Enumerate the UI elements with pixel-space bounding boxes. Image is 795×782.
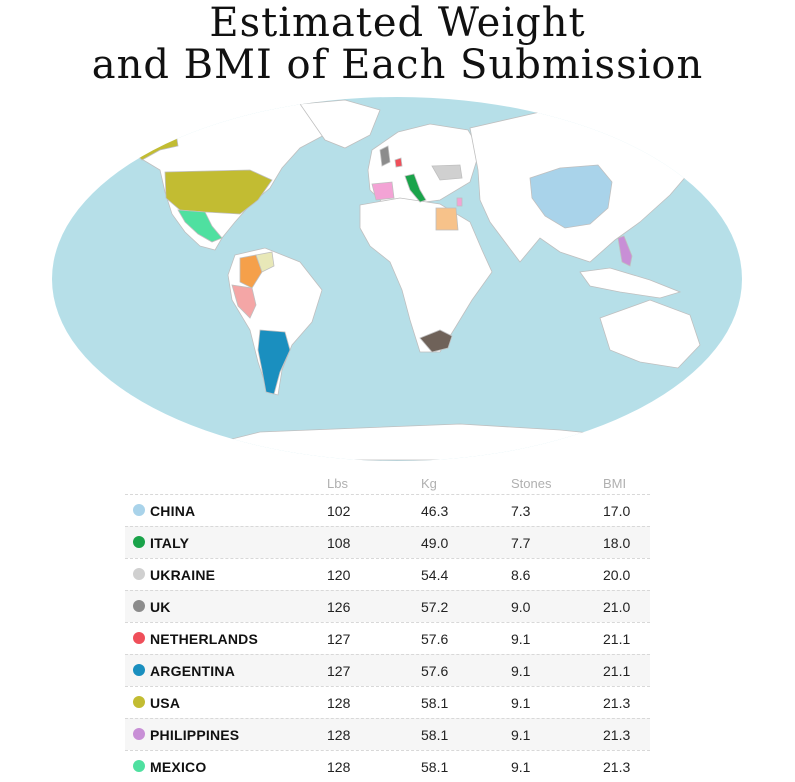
europe-landmass (367, 123, 481, 206)
lbs-value: 128 (327, 695, 351, 711)
israel-region (456, 197, 463, 207)
country-name: PHILIPPINES (150, 727, 240, 743)
header-kg: Kg (421, 476, 437, 491)
mexico-region (177, 209, 223, 243)
table-row: CHINA 102 46.3 7.3 17.0 (125, 494, 650, 526)
table-row: PHILIPPINES 128 58.1 9.1 21.3 (125, 718, 650, 750)
kg-value: 54.4 (421, 567, 449, 583)
lbs-value: 126 (327, 599, 351, 615)
bmi-value: 21.3 (603, 695, 631, 711)
philippines-region (617, 235, 633, 267)
results-table: Lbs Kg Stones BMI CHINA 102 46.3 7.3 17.0 ITA… (125, 470, 650, 782)
table-row: MEXICO 128 58.1 9.1 21.3 (125, 750, 650, 782)
table-row: ITALY 108 49.0 7.7 18.0 (125, 526, 650, 558)
stones-value: 8.6 (511, 567, 531, 583)
country-name: NETHERLANDS (150, 631, 258, 647)
bmi-value: 21.1 (603, 663, 631, 679)
country-name: ITALY (150, 535, 190, 551)
lbs-value: 128 (327, 727, 351, 743)
kg-value: 58.1 (421, 695, 449, 711)
argentina-region (257, 329, 291, 395)
ukraine-region (431, 164, 463, 181)
table-row: USA 128 58.1 9.1 21.3 (125, 686, 650, 718)
peru-region (231, 284, 257, 319)
lbs-value: 127 (327, 663, 351, 679)
table-row: ARGENTINA 127 57.6 9.1 21.1 (125, 654, 650, 686)
greenland-landmass (299, 99, 381, 149)
kg-value: 49.0 (421, 535, 449, 551)
uk-region (379, 145, 391, 167)
table-row: NETHERLANDS 127 57.6 9.1 21.1 (125, 622, 650, 654)
kg-value: 46.3 (421, 503, 449, 519)
lbs-value: 108 (327, 535, 351, 551)
stones-value: 9.1 (511, 727, 531, 743)
legend-dot-icon (133, 504, 145, 516)
legend-dot-icon (133, 760, 145, 772)
table-row: UKRAINE 120 54.4 8.6 20.0 (125, 558, 650, 590)
colombia-region (239, 254, 263, 289)
china-region (529, 164, 613, 229)
stones-value: 9.1 (511, 663, 531, 679)
egypt-region (435, 207, 459, 231)
lbs-value: 102 (327, 503, 351, 519)
new-zealand-landmass (699, 361, 721, 391)
country-name: MEXICO (150, 759, 207, 775)
lbs-value: 120 (327, 567, 351, 583)
header-bmi: BMI (603, 476, 627, 491)
bmi-value: 20.0 (603, 567, 631, 583)
world-map (52, 97, 742, 461)
kg-value: 57.6 (421, 663, 449, 679)
stones-value: 9.0 (511, 599, 531, 615)
legend-dot-icon (133, 632, 145, 644)
legend-dot-icon (133, 568, 145, 580)
title-line-1: Estimated Weight (209, 0, 586, 46)
table-row: UK 126 57.2 9.0 21.0 (125, 590, 650, 622)
usa-region (164, 169, 273, 215)
country-name: USA (150, 695, 181, 711)
legend-dot-icon (133, 664, 145, 676)
southeast-asia-islands (579, 267, 682, 299)
australia-landmass (599, 299, 701, 369)
venezuela-region (255, 251, 275, 273)
stones-value: 9.1 (511, 759, 531, 775)
stones-value: 9.1 (511, 695, 531, 711)
kg-value: 57.6 (421, 631, 449, 647)
kg-value: 58.1 (421, 759, 449, 775)
legend-dot-icon (133, 600, 145, 612)
lbs-value: 127 (327, 631, 351, 647)
legend-dot-icon (133, 696, 145, 708)
country-name: UKRAINE (150, 567, 216, 583)
country-name: ARGENTINA (150, 663, 236, 679)
country-name: UK (150, 599, 171, 615)
stones-value: 9.1 (511, 631, 531, 647)
lbs-value: 128 (327, 759, 351, 775)
page-title: Estimated Weight and BMI of Each Submiss… (0, 2, 795, 86)
legend-dot-icon (133, 536, 145, 548)
spain-region (371, 181, 395, 201)
bmi-value: 21.3 (603, 759, 631, 775)
stones-value: 7.7 (511, 535, 531, 551)
bmi-value: 21.0 (603, 599, 631, 615)
italy-region (404, 173, 427, 203)
kg-value: 57.2 (421, 599, 449, 615)
header-stones: Stones (511, 476, 552, 491)
legend-dot-icon (133, 728, 145, 740)
header-lbs: Lbs (327, 476, 348, 491)
bmi-value: 17.0 (603, 503, 631, 519)
table-header: Lbs Kg Stones BMI (125, 470, 650, 494)
bmi-value: 18.0 (603, 535, 631, 551)
title-line-2: and BMI of Each Submission (91, 42, 704, 88)
kg-value: 58.1 (421, 727, 449, 743)
stones-value: 7.3 (511, 503, 531, 519)
bmi-value: 21.3 (603, 727, 631, 743)
south-africa-region (419, 329, 453, 353)
netherlands-region (394, 157, 403, 168)
country-name: CHINA (150, 503, 196, 519)
bmi-value: 21.1 (603, 631, 631, 647)
